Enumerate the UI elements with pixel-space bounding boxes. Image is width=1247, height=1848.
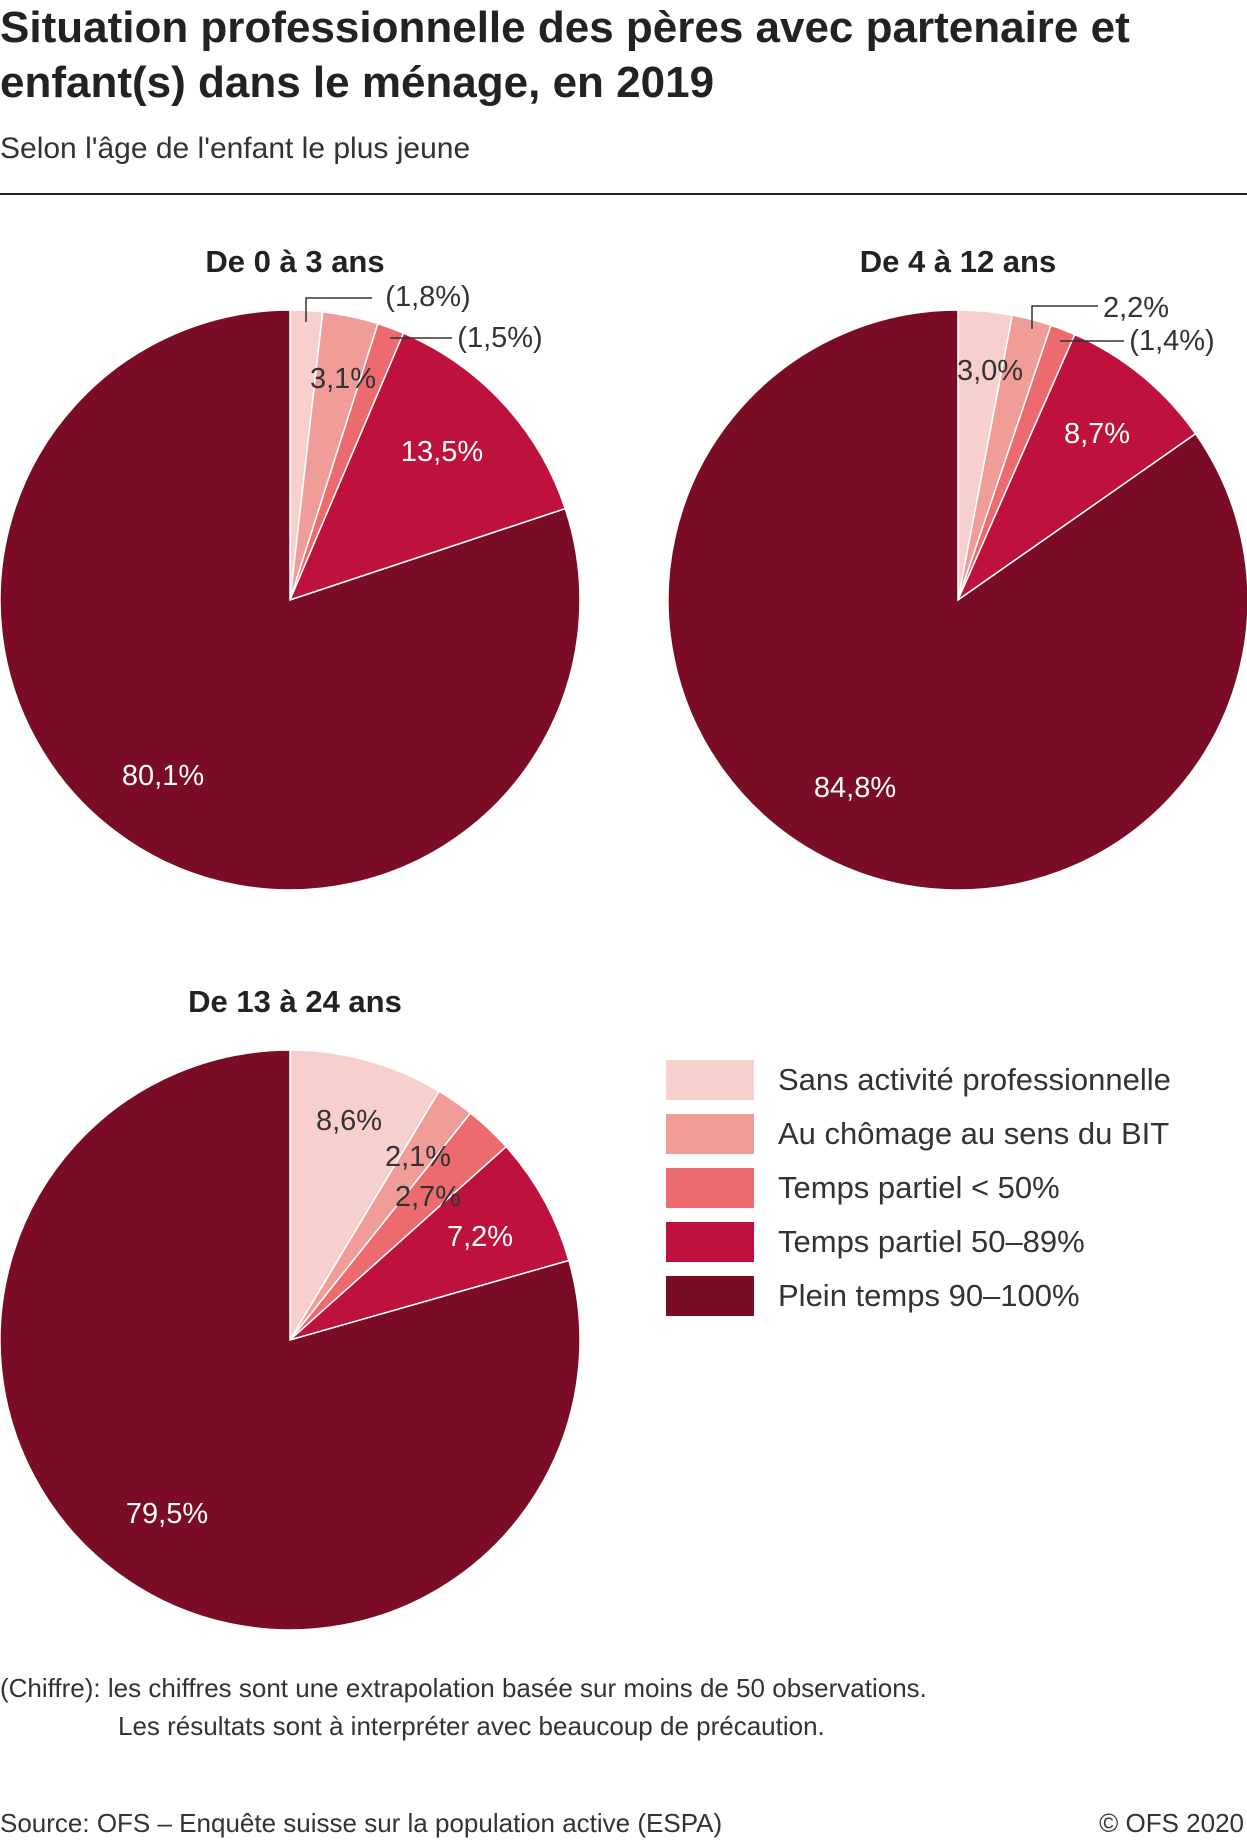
legend-label: Au chômage au sens du BIT [778, 1116, 1170, 1151]
pie-chart-de-13-a-24-ans: De 13 à 24 ans 8,6%2,1% 2,7% 7,2% 79,5% [0, 984, 581, 1631]
leader-line [305, 297, 372, 322]
data-label-temps-partiel-50-89: 8,7% [1064, 418, 1130, 450]
chart-title: Situation professionnelle des pères avec… [0, 3, 1130, 107]
data-label-plein-temps-90-100: 80,1% [122, 760, 204, 792]
footnote-line-2: Les résultats sont à interpréter avec be… [118, 1711, 825, 1741]
legend-swatch [666, 1222, 754, 1262]
leader-line [1031, 305, 1098, 329]
pie-slice-temps-partiel-50-89 [956, 333, 1197, 603]
header-divider [0, 193, 1247, 195]
data-label-au-chomage-au-sens-du-bit: 2,1% [385, 1141, 451, 1173]
pie-title: De 4 à 12 ans [860, 244, 1056, 279]
legend-swatch [666, 1114, 754, 1154]
footnote-line-1: (Chiffre): les chiffres sont une extrapo… [0, 1673, 927, 1703]
pie-chart-de-4-a-12-ans: De 4 à 12 ans 3,0% 2,2%(1,4%) 8,7% 84,8% [667, 244, 1247, 891]
data-label-temps-partiel-50: (1,5%) [457, 322, 542, 354]
data-label-temps-partiel-50-89: 7,2% [447, 1221, 513, 1253]
legend-label: Temps partiel 50–89% [778, 1224, 1085, 1259]
pie-slice-plein-temps-90-100 [0, 309, 581, 891]
legend-label: Plein temps 90–100% [778, 1278, 1080, 1313]
pie-slice-temps-partiel-50-89 [288, 332, 567, 602]
pie-title: De 13 à 24 ans [188, 984, 402, 1019]
data-label-au-chomage-au-sens-du-bit: 2,2% [1103, 292, 1169, 324]
legend-swatch [666, 1276, 754, 1316]
pie-title: De 0 à 3 ans [205, 244, 384, 279]
legend-swatch [666, 1168, 754, 1208]
legend-label: Temps partiel < 50% [778, 1170, 1060, 1205]
data-label-temps-partiel-50: (1,4%) [1129, 325, 1214, 357]
source-text: Source: OFS – Enquête suisse sur la popu… [0, 1808, 723, 1838]
chart-subtitle: Selon l'âge de l'enfant le plus jeune [0, 132, 471, 165]
data-label-au-chomage-au-sens-du-bit: 3,1% [310, 363, 376, 395]
data-label-plein-temps-90-100: 79,5% [126, 1498, 208, 1530]
data-label-temps-partiel-50: 2,7% [395, 1181, 461, 1213]
legend-swatch [666, 1060, 754, 1100]
pie-slice-sans-activite-professionnelle [289, 1049, 441, 1343]
pie-slice-temps-partiel-50-89 [289, 1145, 570, 1341]
legend-label: Sans activité professionnelle [778, 1062, 1171, 1097]
pie-slice-plein-temps-90-100 [0, 1049, 581, 1631]
data-label-sans-activite-professionnelle: 3,0% [957, 355, 1023, 387]
data-label-sans-activite-professionnelle: 8,6% [316, 1105, 382, 1137]
data-label-plein-temps-90-100: 84,8% [814, 772, 896, 804]
data-label-sans-activite-professionnelle: (1,8%) [385, 281, 470, 313]
copyright-text: © OFS 2020 [1099, 1808, 1244, 1838]
pie-charts: De 0 à 3 ans(1,8%)3,1%(1,5%)13,5%80,1%De… [0, 244, 1247, 1631]
data-label-temps-partiel-50-89: 13,5% [401, 436, 483, 468]
pie-chart-de-0-a-3-ans: De 0 à 3 ans(1,8%) 3,1% (1,5%) 13,5% 80,1% [0, 244, 581, 891]
pie-slice-plein-temps-90-100 [667, 309, 1247, 891]
